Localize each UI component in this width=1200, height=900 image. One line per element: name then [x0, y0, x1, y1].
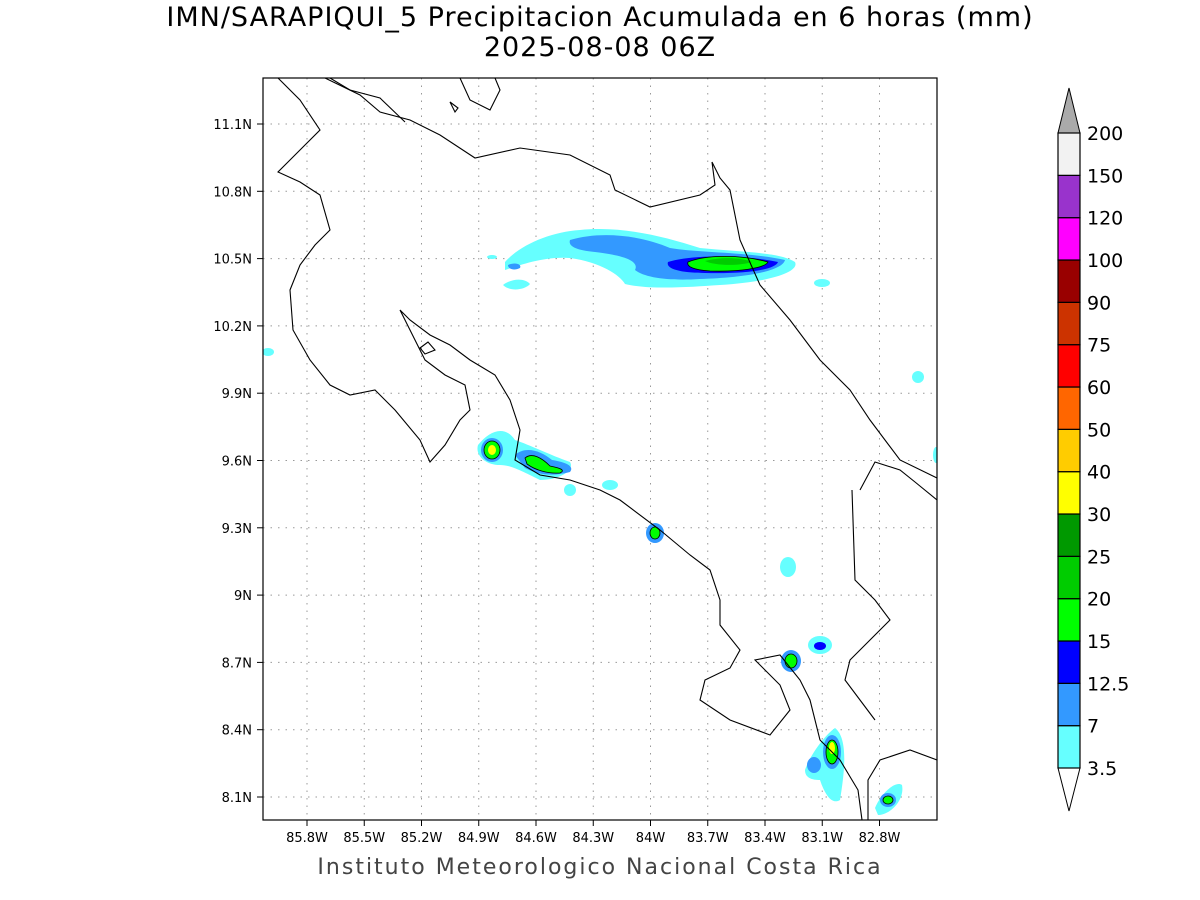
map-gridlines [263, 78, 937, 820]
chart-datetime: 2025-08-08 06Z [483, 32, 717, 63]
lon-label: 83.1W [801, 831, 843, 846]
lon-label: 85.8W [286, 831, 328, 846]
colorbar-swatch [1057, 259, 1081, 303]
colorbar-swatch [1057, 301, 1081, 346]
colorbar-swatch [1057, 682, 1081, 727]
lon-label: 84.9W [458, 831, 500, 846]
coastlines [277, 78, 937, 820]
precip-area [263, 348, 274, 356]
lat-label: 10.8N [213, 185, 252, 200]
colorbar-swatch [1057, 174, 1081, 219]
precip-area-central [524, 455, 563, 474]
precip-area-south [814, 642, 826, 650]
panama-coast [859, 461, 937, 501]
lon-label: 82.8W [859, 831, 901, 846]
precipitation-field [263, 229, 937, 815]
lon-label: 85.2W [401, 831, 443, 846]
lat-label: 8.4N [222, 724, 252, 739]
lon-label: 84W [636, 831, 666, 846]
colorbar-level-label: 20 [1087, 589, 1111, 611]
colorbar-level-label: 7 [1087, 716, 1099, 738]
lat-label: 8.7N [222, 656, 252, 671]
panama-border [844, 489, 891, 721]
precip-area-south [882, 795, 894, 805]
lat-label: 9.3N [222, 522, 252, 537]
colorbar-swatch [1057, 132, 1081, 176]
lon-label: 84.6W [515, 831, 557, 846]
lat-label: 9.9N [222, 387, 252, 402]
colorbar-swatch [1057, 471, 1081, 515]
lat-label: 11.1N [213, 118, 252, 133]
lon-label: 83.7W [687, 831, 729, 846]
footer-credit: Instituto Meteorologico Nacional Costa R… [317, 855, 883, 880]
lat-label: 10.2N [213, 320, 252, 335]
colorbar-over-arrow [1057, 87, 1081, 134]
lat-label: 8.1N [222, 791, 252, 806]
colorbar-swatch [1057, 725, 1081, 769]
precip-area [912, 371, 924, 383]
colorbar-level-label: 90 [1087, 292, 1111, 314]
colorbar-level-label: 75 [1087, 335, 1111, 357]
lon-label: 85.5W [343, 831, 385, 846]
colorbar-level-label: 100 [1087, 250, 1123, 272]
precip-area-central [488, 445, 496, 455]
precip-area-central [649, 526, 661, 540]
precip-area-central [564, 484, 576, 496]
northern-coastline [324, 78, 937, 479]
map-frame [262, 77, 938, 821]
lat-label: 10.5N [213, 253, 252, 268]
precip-area-north [705, 258, 752, 265]
burica-coast [867, 749, 937, 820]
colorbar-level-label: 150 [1087, 165, 1123, 187]
northern-shore [329, 78, 406, 123]
colorbar-level-label: 30 [1087, 504, 1111, 526]
colorbar-legend: 3.5 7 12.5 15 20 25 30 40 50 60 75 90 100 120 150 200 [1057, 87, 1129, 812]
precip-area-north [487, 255, 497, 259]
colorbar-swatch [1057, 640, 1081, 684]
lon-label: 84.3W [572, 831, 614, 846]
island [449, 101, 459, 114]
island [419, 341, 436, 355]
colorbar-level-label: 15 [1087, 631, 1111, 653]
precip-area-south [784, 653, 798, 669]
colorbar-level-label: 60 [1087, 377, 1111, 399]
precip-area [933, 447, 937, 463]
colorbar-swatch [1057, 344, 1081, 388]
precip-area-north [814, 279, 830, 287]
colorbar-swatch [1057, 555, 1081, 600]
colorbar-level-label: 200 [1087, 123, 1123, 145]
lat-label: 9.6N [222, 455, 252, 470]
axis-ticks: 85.8W 85.5W 85.2W 84.9W 84.6W 84.3W 84W 83.7W 83… [213, 118, 900, 846]
colorbar-swatch [1057, 598, 1081, 642]
colorbar-swatch [1057, 386, 1081, 430]
colorbar-swatch [1057, 428, 1081, 473]
lon-label: 83.4W [744, 831, 786, 846]
nicaragua-coast [459, 78, 501, 111]
colorbar-level-label: 3.5 [1087, 758, 1117, 780]
colorbar-level-label: 25 [1087, 546, 1111, 568]
colorbar-level-label: 12.5 [1087, 673, 1129, 695]
precip-area-south [807, 757, 821, 773]
chart-title: IMN/SARAPIQUI_5 Precipitacion Acumulada … [166, 2, 1034, 33]
colorbar-swatch [1057, 217, 1081, 261]
colorbar-level-label: 40 [1087, 462, 1111, 484]
colorbar-swatch [1057, 513, 1081, 557]
colorbar-level-label: 120 [1087, 208, 1123, 230]
precip-area-north [503, 279, 530, 290]
precip-area-central [602, 480, 618, 490]
colorbar-level-label: 50 [1087, 419, 1111, 441]
colorbar-under-arrow [1057, 767, 1081, 812]
precip-area-south [780, 557, 796, 577]
lat-label: 9N [234, 589, 252, 604]
precip-area-north [508, 263, 521, 270]
pacific-coastline [277, 78, 863, 820]
